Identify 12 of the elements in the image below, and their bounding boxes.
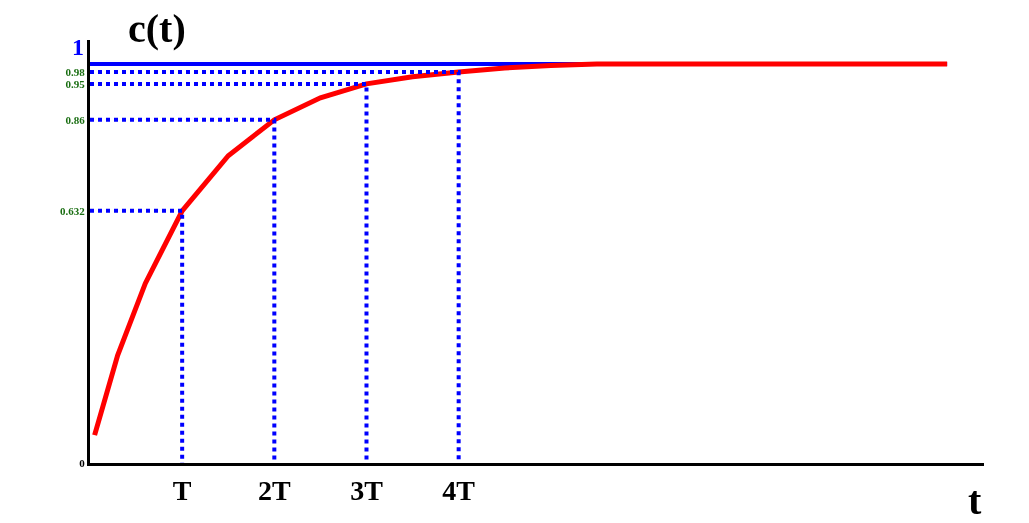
y-tick-label: 0.632 (60, 204, 86, 217)
y-axis-title: c(t) (128, 6, 186, 51)
x-tick-label: T (172, 474, 192, 506)
x-tick-label: 4T (442, 474, 476, 506)
y-tick-label: 0.86 (65, 113, 86, 126)
x-tick-label: 3T (350, 474, 384, 506)
x-tick-label: 2T (257, 474, 291, 506)
y-tick-label: 0.95 (65, 77, 86, 90)
ref-line-label: 1 (72, 34, 84, 60)
y-tick-label: 0.98 (65, 65, 86, 78)
x-axis-title: t (968, 478, 982, 523)
y-tick-label: 0 (79, 456, 86, 469)
